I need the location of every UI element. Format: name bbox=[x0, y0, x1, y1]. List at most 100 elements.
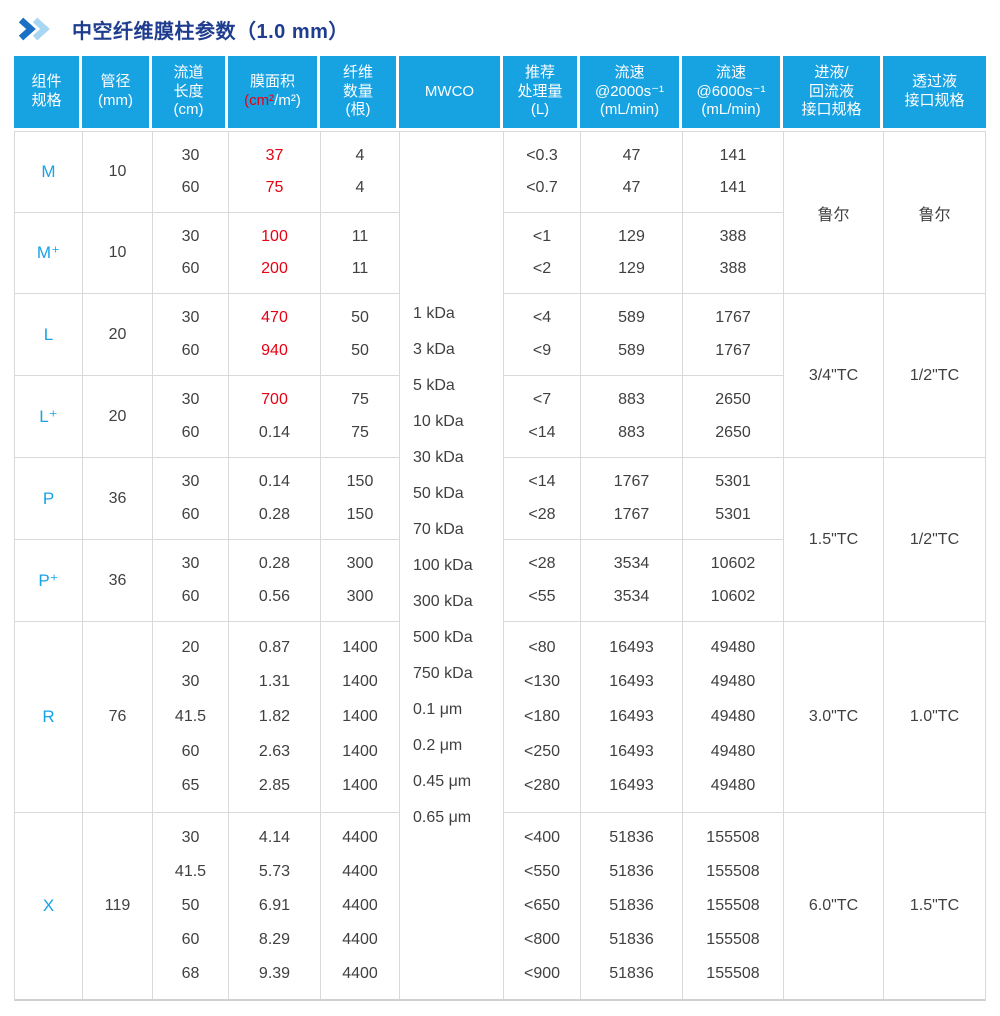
throughput-value: <9 bbox=[532, 342, 552, 359]
flow-value: 1767 bbox=[715, 309, 751, 326]
flow-6000-cell: 10602 10602 bbox=[683, 540, 784, 622]
area-value: 9.39 bbox=[258, 965, 291, 982]
throughput-value: <0.7 bbox=[526, 179, 558, 197]
throughput-value: <0.3 bbox=[526, 146, 558, 164]
mwco-value: 1 kDa bbox=[413, 304, 455, 322]
area-value: 470 bbox=[261, 309, 288, 326]
flow-6000-cell: 388 388 bbox=[683, 213, 784, 294]
permeate-connector-cell: 1/2"TC bbox=[884, 458, 985, 622]
flow-value: 155508 bbox=[706, 965, 760, 982]
inlet-connector-cell: 3.0"TC bbox=[784, 622, 884, 813]
channel-length-cell: 30 60 bbox=[153, 213, 229, 294]
fiber-count-cell: 4 4 bbox=[321, 132, 400, 213]
channel-length-cell: 20 30 41.5 60 65 bbox=[153, 622, 229, 813]
length-value: 68 bbox=[181, 965, 200, 982]
throughput-value: <250 bbox=[523, 742, 561, 760]
component-name-cell: M bbox=[15, 132, 83, 213]
component-name-cell: P⁺ bbox=[15, 540, 83, 622]
fiber-value: 4 bbox=[355, 146, 365, 164]
throughput-value: <28 bbox=[528, 555, 556, 572]
flow-value: 2650 bbox=[715, 391, 751, 408]
throughput-cell: <4 <9 bbox=[504, 294, 581, 376]
mwco-cell: 1 kDa 3 kDa 5 kDa 10 kDa 30 kDa 50 kDa 7… bbox=[400, 132, 504, 999]
header-permeate-connector: 透过液 接口规格 bbox=[883, 56, 986, 128]
flow-value: 388 bbox=[719, 227, 747, 245]
mwco-value: 0.65 μm bbox=[413, 808, 472, 826]
length-value: 60 bbox=[181, 424, 200, 441]
flow-value: 51836 bbox=[609, 965, 654, 982]
throughput-value: <28 bbox=[528, 506, 556, 523]
flow-6000-cell: 49480 49480 49480 49480 49480 bbox=[683, 622, 784, 813]
membrane-area-cell: 0.14 0.28 bbox=[229, 458, 321, 540]
header-channel-length: 流道 长度 (cm) bbox=[152, 56, 228, 128]
parameters-table: 组件 规格 管径 (mm) 流道 长度 (cm) 膜面积 (cm²/m²) 纤维… bbox=[14, 56, 986, 1001]
throughput-value: <4 bbox=[532, 309, 552, 326]
area-value: 0.87 bbox=[258, 638, 291, 656]
flow-value: 16493 bbox=[609, 673, 654, 691]
mwco-value: 0.1 μm bbox=[413, 700, 463, 718]
throughput-cell: <7 <14 bbox=[504, 376, 581, 458]
area-value: 4.14 bbox=[258, 829, 291, 846]
length-value: 60 bbox=[181, 742, 200, 760]
membrane-area-cell: 37 75 bbox=[229, 132, 321, 213]
flow-2000-cell: 129 129 bbox=[581, 213, 683, 294]
table-header: 组件 规格 管径 (mm) 流道 长度 (cm) 膜面积 (cm²/m²) 纤维… bbox=[14, 56, 986, 128]
throughput-value: <550 bbox=[523, 863, 561, 880]
area-value: 0.56 bbox=[258, 588, 291, 605]
mwco-value: 30 kDa bbox=[413, 448, 464, 466]
mwco-value: 10 kDa bbox=[413, 412, 464, 430]
length-value: 30 bbox=[181, 829, 200, 846]
throughput-cell: <28 <55 bbox=[504, 540, 581, 622]
channel-length-cell: 30 60 bbox=[153, 540, 229, 622]
fiber-count-cell: 4400 4400 4400 4400 4400 bbox=[321, 813, 400, 999]
header-flow-2000: 流速 @2000s⁻¹ (mL/min) bbox=[580, 56, 682, 128]
throughput-value: <2 bbox=[532, 260, 552, 278]
flow-6000-cell: 2650 2650 bbox=[683, 376, 784, 458]
area-value: 0.28 bbox=[258, 506, 291, 523]
fiber-value: 1400 bbox=[342, 777, 378, 795]
length-value: 60 bbox=[181, 588, 200, 605]
area-value: 5.73 bbox=[258, 863, 291, 880]
channel-length-cell: 30 60 bbox=[153, 294, 229, 376]
throughput-cell: <1 <2 bbox=[504, 213, 581, 294]
header-component: 组件 规格 bbox=[14, 56, 82, 128]
flow-2000-cell: 47 47 bbox=[581, 132, 683, 213]
channel-length-cell: 30 60 bbox=[153, 376, 229, 458]
flow-2000-cell: 51836 51836 51836 51836 51836 bbox=[581, 813, 683, 999]
fiber-value: 300 bbox=[346, 555, 374, 572]
diameter-cell: 20 bbox=[83, 294, 153, 376]
throughput-value: <400 bbox=[523, 829, 561, 846]
double-chevron-right-icon bbox=[18, 17, 54, 41]
flow-value: 49480 bbox=[710, 673, 756, 691]
fiber-value: 1400 bbox=[342, 742, 378, 760]
fiber-value: 1400 bbox=[342, 707, 378, 725]
flow-value: 49480 bbox=[710, 638, 756, 656]
flow-2000-cell: 589 589 bbox=[581, 294, 683, 376]
flow-value: 388 bbox=[719, 260, 747, 278]
throughput-value: <900 bbox=[523, 965, 561, 982]
fiber-count-cell: 300 300 bbox=[321, 540, 400, 622]
header-diameter: 管径 (mm) bbox=[82, 56, 152, 128]
mwco-value: 750 kDa bbox=[413, 664, 473, 682]
flow-value: 1767 bbox=[613, 506, 650, 523]
mwco-value: 70 kDa bbox=[413, 520, 464, 538]
diameter-cell: 76 bbox=[83, 622, 153, 813]
fiber-value: 11 bbox=[351, 260, 369, 278]
fiber-value: 150 bbox=[346, 473, 374, 490]
flow-value: 589 bbox=[618, 342, 645, 359]
mwco-value: 0.2 μm bbox=[413, 736, 463, 754]
membrane-area-cell: 700 0.14 bbox=[229, 376, 321, 458]
flow-value: 49480 bbox=[710, 742, 756, 760]
length-value: 60 bbox=[181, 342, 200, 359]
fiber-value: 50 bbox=[351, 309, 369, 326]
channel-length-cell: 30 41.5 50 60 68 bbox=[153, 813, 229, 999]
flow-2000-cell: 883 883 bbox=[581, 376, 683, 458]
permeate-connector-cell: 鲁尔 bbox=[884, 132, 985, 294]
fiber-value: 11 bbox=[351, 227, 369, 245]
diameter-cell: 10 bbox=[83, 213, 153, 294]
flow-value: 49480 bbox=[710, 777, 756, 795]
diameter-cell: 36 bbox=[83, 540, 153, 622]
throughput-value: <7 bbox=[532, 391, 552, 408]
flow-value: 16493 bbox=[609, 742, 654, 760]
fiber-count-cell: 1400 1400 1400 1400 1400 bbox=[321, 622, 400, 813]
